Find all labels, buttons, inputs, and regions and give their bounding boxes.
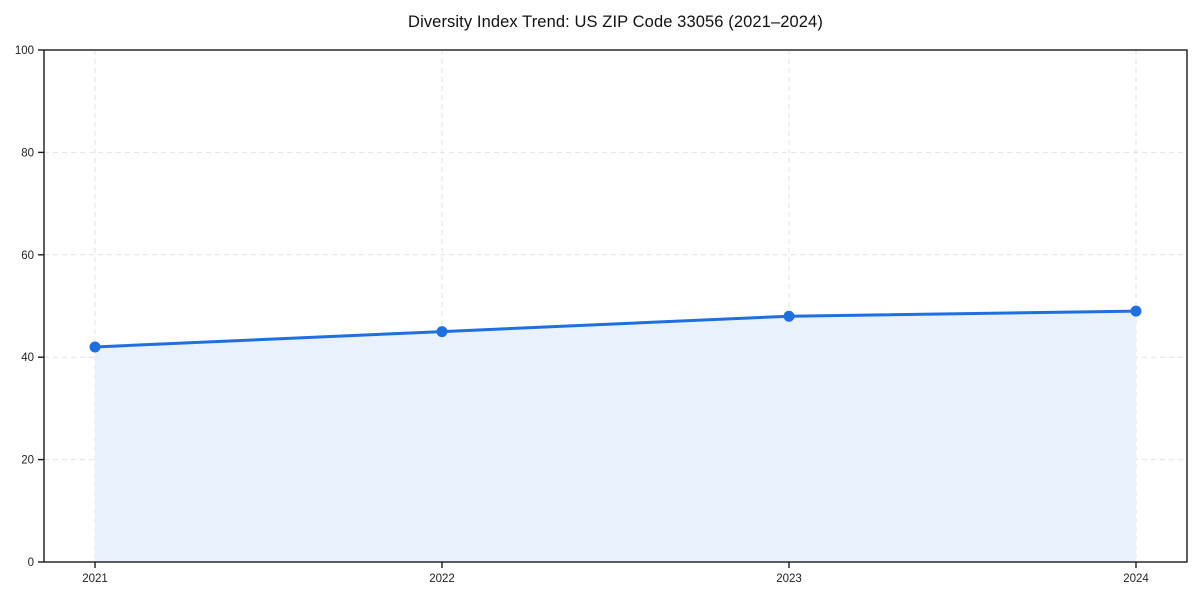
chart-title: Diversity Index Trend: US ZIP Code 33056… [408, 13, 823, 31]
x-tick-label: 2021 [82, 573, 108, 585]
y-tick-label: 20 [21, 455, 34, 467]
area-fill [95, 311, 1136, 562]
y-tick-label: 100 [15, 45, 34, 57]
x-tick-label: 2024 [1123, 573, 1149, 585]
x-tick-label: 2022 [429, 573, 455, 585]
data-point-marker [783, 310, 795, 322]
data-point-marker [436, 326, 448, 338]
y-tick-label: 60 [21, 250, 34, 262]
x-tick-label: 2023 [776, 573, 802, 585]
data-point-marker [89, 341, 101, 353]
y-tick-label: 80 [21, 147, 34, 159]
plot-frame [43, 49, 1188, 563]
y-tick-label: 0 [28, 557, 34, 569]
trend-line [93, 309, 1138, 349]
data-point-marker [1130, 305, 1142, 317]
y-tick-label: 40 [21, 352, 34, 364]
